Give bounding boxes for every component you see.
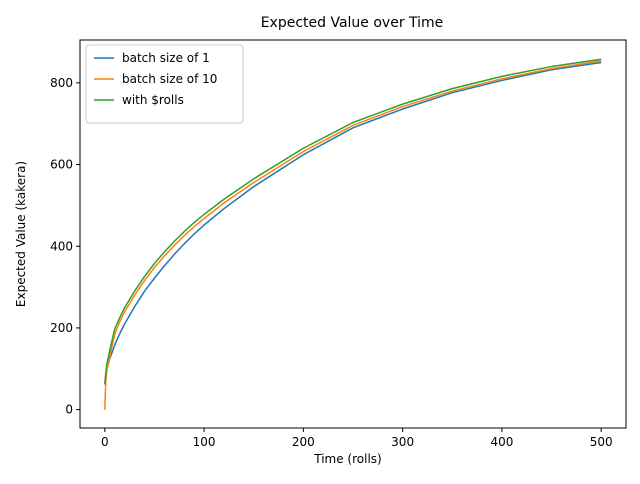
series-line-3 <box>104 58 602 385</box>
legend-box <box>85 44 244 124</box>
series-line-1 <box>104 61 602 385</box>
legend: batch size of 1 batch size of 10 with $rol… <box>85 44 244 124</box>
x-axis-label: Time (rolls) <box>313 452 381 466</box>
y-tick-label: 800 <box>50 76 73 90</box>
x-tick-label: 100 <box>193 435 216 449</box>
legend-label: with $rolls <box>122 93 184 107</box>
x-tick-label: 0 <box>101 435 109 449</box>
series-line-2 <box>104 60 602 410</box>
x-axis-ticks: 0 100 200 300 400 500 <box>101 428 613 449</box>
chart-title: Expected Value over Time <box>261 15 444 31</box>
x-tick-label: 200 <box>292 435 315 449</box>
plot-frame <box>79 39 627 429</box>
legend-label: batch size of 10 <box>122 72 217 86</box>
y-tick-label: 0 <box>65 403 73 417</box>
plot-lines <box>104 58 602 410</box>
y-axis-ticks: 0 200 400 600 800 <box>50 76 80 417</box>
legend-label: batch size of 1 <box>122 51 210 65</box>
x-tick-label: 500 <box>590 435 613 449</box>
y-axis-label: Expected Value (kakera) <box>14 161 28 307</box>
y-tick-label: 200 <box>50 321 73 335</box>
y-tick-label: 600 <box>50 158 73 172</box>
x-tick-label: 400 <box>490 435 513 449</box>
x-tick-label: 300 <box>391 435 414 449</box>
y-tick-label: 400 <box>50 239 73 253</box>
